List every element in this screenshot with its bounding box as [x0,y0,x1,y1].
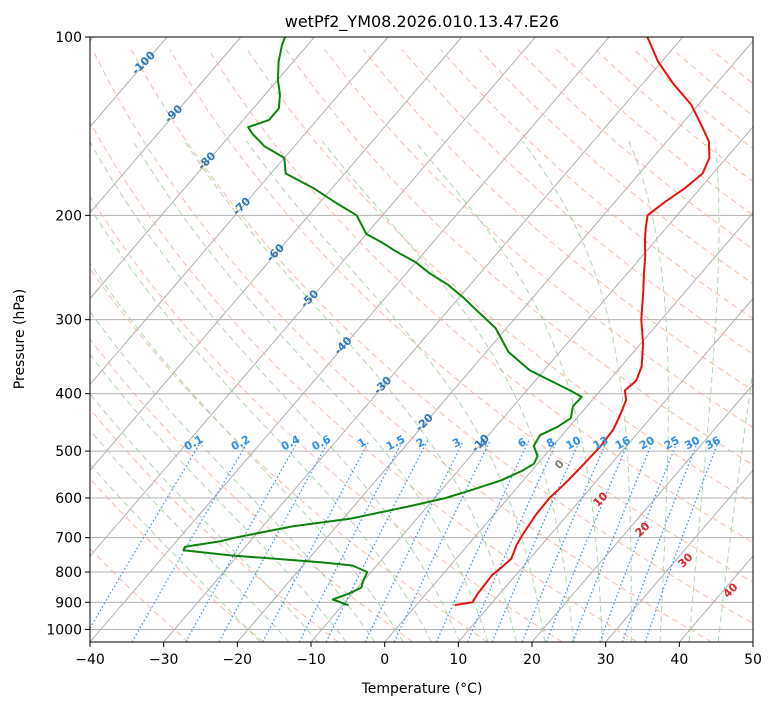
moist-adiabat [688,141,720,642]
y-axis-label: Pressure (hPa) [12,289,28,389]
y-tick-label: 400 [55,387,82,403]
dry-adiabat [90,338,414,642]
mixing-ratio-line [185,440,299,642]
isotherm-line [752,641,753,642]
y-axis-ticks: 100 200 300 400 500 600 700 800 900 1000 [46,30,90,638]
mixing-ratio-line [218,440,330,642]
y-tick-label: 100 [55,30,82,46]
isotherm-line [236,40,753,642]
dewpoint-profile-line [182,37,583,607]
isotherm-line [90,37,610,642]
dry-adiabat [324,49,753,428]
profile-lines [182,37,711,607]
mixing-ratio-label: 30 [682,434,702,453]
dry-adiabat [90,478,264,642]
x-tick-label: −40 [75,652,105,668]
dry-adiabat [208,49,753,544]
mixing-ratio-label: 13 [591,434,611,453]
x-axis-label: Temperature (°C) [361,681,483,697]
moist-adiabat [90,141,461,642]
moist-adiabat [414,140,603,642]
y-tick-label: 500 [55,444,82,460]
dry-adiabat [246,49,753,504]
x-tick-label: −30 [149,652,179,668]
mixing-ratio-line [491,440,581,642]
isotherm-line [310,126,753,642]
chart-title: wetPf2_YM08.2026.010.13.47.E26 [285,12,559,32]
dry-adiabat [169,49,753,584]
plot-frame [89,36,754,643]
x-tick-label: 0 [380,652,389,668]
moist-adiabat [90,463,261,642]
isotherm-line [90,37,536,557]
moist-adiabat [717,366,753,642]
y-tick-label: 800 [55,565,82,581]
x-tick-label: 10 [449,652,467,668]
x-tick-label: 20 [523,652,541,668]
x-tick-label: 30 [597,652,615,668]
isotherm-line [90,37,242,214]
isotherm-line [90,37,389,386]
moist-adiabat [246,141,546,642]
y-tick-label: 300 [55,313,82,329]
x-tick-label: −10 [296,652,326,668]
dry-adiabat [90,408,339,642]
dry-adiabat [362,49,753,392]
isotherm-line [90,37,463,472]
mixing-ratio-line [131,440,249,642]
y-tick-label: 1000 [46,622,82,638]
y-tick-label: 200 [55,208,82,224]
isotherm-line [163,37,684,642]
dry-adiabat [90,267,488,642]
dry-adiabat [130,49,753,624]
isotherm-line [531,383,753,642]
isotherm-line [605,469,753,642]
y-tick-label: 900 [55,595,82,611]
dry-adiabat [90,195,563,642]
x-tick-label: −20 [223,652,253,668]
mixing-ratio-line [325,440,429,642]
mixing-ratio-line [466,440,558,642]
mixing-ratio-label: 16 [613,434,633,453]
dry-adiabat [90,547,190,642]
mixing-ratio-label: 20 [637,434,657,453]
mixing-ratio-label: 36 [703,434,723,453]
moist-adiabat [90,262,404,642]
y-tick-label: 600 [55,491,82,507]
moist-adiabat [90,353,347,642]
dry-adiabat [285,49,753,466]
moist-adiabat [90,206,432,642]
dry-adiabat [90,121,638,642]
moist-adiabat [90,429,290,642]
mixing-ratio-line [644,440,720,642]
x-tick-label: 50 [744,652,762,668]
x-tick-label: 40 [670,652,688,668]
isotherm-line [90,37,315,300]
isotherm-line [457,297,753,642]
moist-adiabat [628,141,669,642]
mixing-ratio-line [521,440,608,642]
diagram-grid [90,37,753,642]
moist-adiabat [132,141,489,642]
mixing-ratio-line [364,440,465,642]
mixing-ratio-label: 10 [564,434,584,453]
mixing-ratio-label: 25 [662,434,682,453]
isotherm-line [384,211,753,642]
temperature-profile-line [454,37,711,607]
moist-adiabat [184,141,517,642]
y-tick-label: 700 [55,531,82,547]
mixing-ratio-line [621,440,699,642]
x-axis-ticks: −40 −30 −20 −10 0 10 20 30 40 50 [75,642,762,668]
mixing-ratio-line [90,440,203,630]
moist-adiabat [522,141,632,642]
mixing-ratio-line [435,440,530,642]
